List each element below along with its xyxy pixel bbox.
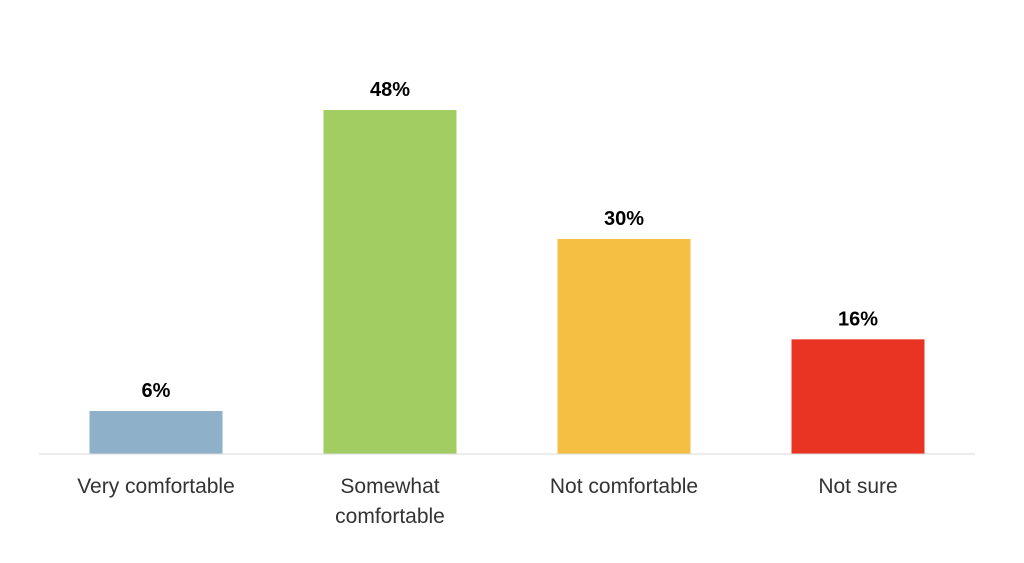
bar <box>791 339 925 454</box>
bar <box>89 411 223 454</box>
bar <box>557 239 691 454</box>
x-tick-label: Very comfortable <box>77 475 235 498</box>
x-tick-label: Somewhat comfortable <box>335 475 445 528</box>
value-label: 6% <box>142 380 171 402</box>
value-label: 30% <box>604 208 644 230</box>
value-label: 16% <box>838 308 878 330</box>
x-tick-label: Not comfortable <box>549 475 699 498</box>
bar <box>323 110 457 454</box>
x-tick-label: Not sure <box>818 475 898 498</box>
value-label: 48% <box>370 79 410 101</box>
